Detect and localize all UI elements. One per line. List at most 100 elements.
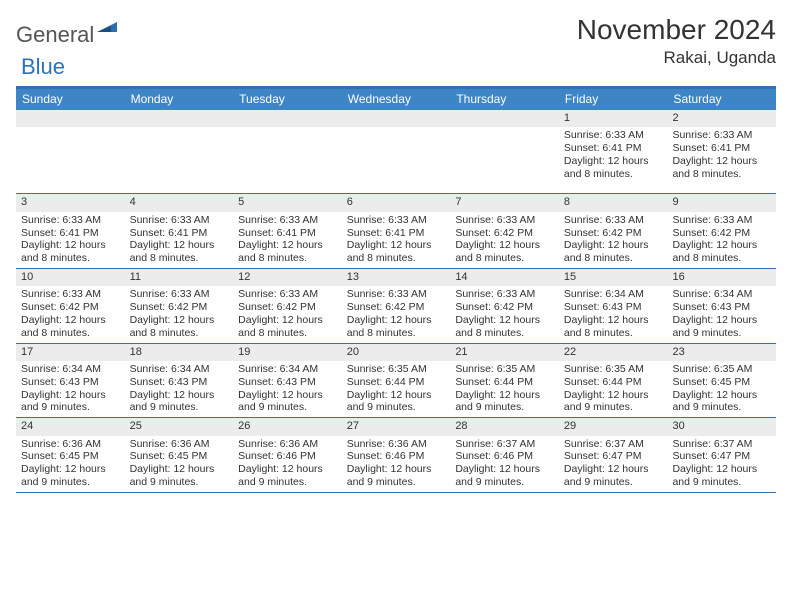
daylight-line: Daylight: 12 hours and 9 minutes. — [672, 463, 771, 489]
day-body: Sunrise: 6:33 AMSunset: 6:41 PMDaylight:… — [233, 212, 342, 268]
daylight-line: Daylight: 12 hours and 9 minutes. — [347, 389, 446, 415]
sunrise-line: Sunrise: 6:33 AM — [238, 214, 337, 227]
week-row: 1Sunrise: 6:33 AMSunset: 6:41 PMDaylight… — [16, 110, 776, 194]
calendar-page: General November 2024 Rakai, Uganda Blue… — [0, 0, 792, 493]
sunset-line: Sunset: 6:45 PM — [130, 450, 229, 463]
sunrise-line: Sunrise: 6:37 AM — [455, 438, 554, 451]
day-number: 30 — [667, 418, 776, 435]
day-body-empty — [450, 127, 559, 193]
weekday-header: Friday — [559, 89, 668, 110]
day-body: Sunrise: 6:33 AMSunset: 6:41 PMDaylight:… — [16, 212, 125, 268]
day-body: Sunrise: 6:33 AMSunset: 6:41 PMDaylight:… — [667, 127, 776, 183]
day-cell — [450, 110, 559, 193]
day-number: 29 — [559, 418, 668, 435]
day-cell — [16, 110, 125, 193]
day-number: 2 — [667, 110, 776, 127]
day-number: 13 — [342, 269, 451, 286]
sunset-line: Sunset: 6:42 PM — [455, 227, 554, 240]
sunset-line: Sunset: 6:42 PM — [455, 301, 554, 314]
day-cell: 24Sunrise: 6:36 AMSunset: 6:45 PMDayligh… — [16, 418, 125, 492]
day-cell: 12Sunrise: 6:33 AMSunset: 6:42 PMDayligh… — [233, 269, 342, 343]
daylight-line: Daylight: 12 hours and 9 minutes. — [672, 314, 771, 340]
day-number: 20 — [342, 344, 451, 361]
day-body: Sunrise: 6:36 AMSunset: 6:45 PMDaylight:… — [125, 436, 234, 492]
sunset-line: Sunset: 6:42 PM — [238, 301, 337, 314]
day-cell — [342, 110, 451, 193]
daylight-line: Daylight: 12 hours and 9 minutes. — [21, 463, 120, 489]
day-number-empty — [450, 110, 559, 127]
day-number: 9 — [667, 194, 776, 211]
day-cell: 16Sunrise: 6:34 AMSunset: 6:43 PMDayligh… — [667, 269, 776, 343]
day-cell: 10Sunrise: 6:33 AMSunset: 6:42 PMDayligh… — [16, 269, 125, 343]
day-body: Sunrise: 6:34 AMSunset: 6:43 PMDaylight:… — [233, 361, 342, 417]
sunrise-line: Sunrise: 6:35 AM — [564, 363, 663, 376]
day-body: Sunrise: 6:36 AMSunset: 6:46 PMDaylight:… — [233, 436, 342, 492]
sunset-line: Sunset: 6:46 PM — [238, 450, 337, 463]
day-cell: 9Sunrise: 6:33 AMSunset: 6:42 PMDaylight… — [667, 194, 776, 268]
sunrise-line: Sunrise: 6:37 AM — [672, 438, 771, 451]
day-number: 4 — [125, 194, 234, 211]
sunset-line: Sunset: 6:42 PM — [21, 301, 120, 314]
weekday-header: Tuesday — [233, 89, 342, 110]
day-number-empty — [342, 110, 451, 127]
day-number-empty — [233, 110, 342, 127]
day-cell: 5Sunrise: 6:33 AMSunset: 6:41 PMDaylight… — [233, 194, 342, 268]
daylight-line: Daylight: 12 hours and 9 minutes. — [672, 389, 771, 415]
sunset-line: Sunset: 6:41 PM — [564, 142, 663, 155]
day-number: 10 — [16, 269, 125, 286]
day-cell: 11Sunrise: 6:33 AMSunset: 6:42 PMDayligh… — [125, 269, 234, 343]
day-body: Sunrise: 6:37 AMSunset: 6:46 PMDaylight:… — [450, 436, 559, 492]
day-cell: 1Sunrise: 6:33 AMSunset: 6:41 PMDaylight… — [559, 110, 668, 193]
sunset-line: Sunset: 6:47 PM — [564, 450, 663, 463]
sunset-line: Sunset: 6:43 PM — [564, 301, 663, 314]
day-number: 6 — [342, 194, 451, 211]
sunset-line: Sunset: 6:43 PM — [238, 376, 337, 389]
daylight-line: Daylight: 12 hours and 8 minutes. — [238, 314, 337, 340]
sunrise-line: Sunrise: 6:33 AM — [130, 214, 229, 227]
sunrise-line: Sunrise: 6:33 AM — [347, 214, 446, 227]
day-number: 27 — [342, 418, 451, 435]
sunrise-line: Sunrise: 6:33 AM — [672, 129, 771, 142]
day-body: Sunrise: 6:34 AMSunset: 6:43 PMDaylight:… — [125, 361, 234, 417]
weekday-header-row: SundayMondayTuesdayWednesdayThursdayFrid… — [16, 89, 776, 110]
sunset-line: Sunset: 6:44 PM — [455, 376, 554, 389]
sunrise-line: Sunrise: 6:34 AM — [238, 363, 337, 376]
day-body: Sunrise: 6:33 AMSunset: 6:42 PMDaylight:… — [667, 212, 776, 268]
day-number: 28 — [450, 418, 559, 435]
daylight-line: Daylight: 12 hours and 8 minutes. — [21, 314, 120, 340]
sunset-line: Sunset: 6:44 PM — [347, 376, 446, 389]
day-body: Sunrise: 6:37 AMSunset: 6:47 PMDaylight:… — [667, 436, 776, 492]
day-cell: 7Sunrise: 6:33 AMSunset: 6:42 PMDaylight… — [450, 194, 559, 268]
daylight-line: Daylight: 12 hours and 9 minutes. — [238, 463, 337, 489]
daylight-line: Daylight: 12 hours and 8 minutes. — [238, 239, 337, 265]
day-number: 3 — [16, 194, 125, 211]
flag-icon — [97, 18, 117, 37]
day-cell: 18Sunrise: 6:34 AMSunset: 6:43 PMDayligh… — [125, 344, 234, 418]
day-body: Sunrise: 6:33 AMSunset: 6:42 PMDaylight:… — [342, 286, 451, 342]
daylight-line: Daylight: 12 hours and 8 minutes. — [564, 155, 663, 181]
day-cell — [233, 110, 342, 193]
sunset-line: Sunset: 6:42 PM — [347, 301, 446, 314]
sunrise-line: Sunrise: 6:34 AM — [130, 363, 229, 376]
day-number: 17 — [16, 344, 125, 361]
day-cell: 4Sunrise: 6:33 AMSunset: 6:41 PMDaylight… — [125, 194, 234, 268]
day-body: Sunrise: 6:33 AMSunset: 6:41 PMDaylight:… — [342, 212, 451, 268]
day-number: 16 — [667, 269, 776, 286]
day-body-empty — [16, 127, 125, 193]
daylight-line: Daylight: 12 hours and 9 minutes. — [564, 389, 663, 415]
title-location: Rakai, Uganda — [577, 48, 776, 68]
day-body-empty — [342, 127, 451, 193]
weekday-header: Monday — [125, 89, 234, 110]
day-number: 21 — [450, 344, 559, 361]
daylight-line: Daylight: 12 hours and 9 minutes. — [455, 389, 554, 415]
sunrise-line: Sunrise: 6:33 AM — [21, 214, 120, 227]
weekday-header: Sunday — [16, 89, 125, 110]
logo: General — [16, 18, 117, 51]
daylight-line: Daylight: 12 hours and 8 minutes. — [21, 239, 120, 265]
day-body: Sunrise: 6:35 AMSunset: 6:45 PMDaylight:… — [667, 361, 776, 417]
sunset-line: Sunset: 6:46 PM — [455, 450, 554, 463]
daylight-line: Daylight: 12 hours and 9 minutes. — [238, 389, 337, 415]
sunrise-line: Sunrise: 6:33 AM — [455, 214, 554, 227]
week-row: 24Sunrise: 6:36 AMSunset: 6:45 PMDayligh… — [16, 418, 776, 493]
sunrise-line: Sunrise: 6:34 AM — [672, 288, 771, 301]
